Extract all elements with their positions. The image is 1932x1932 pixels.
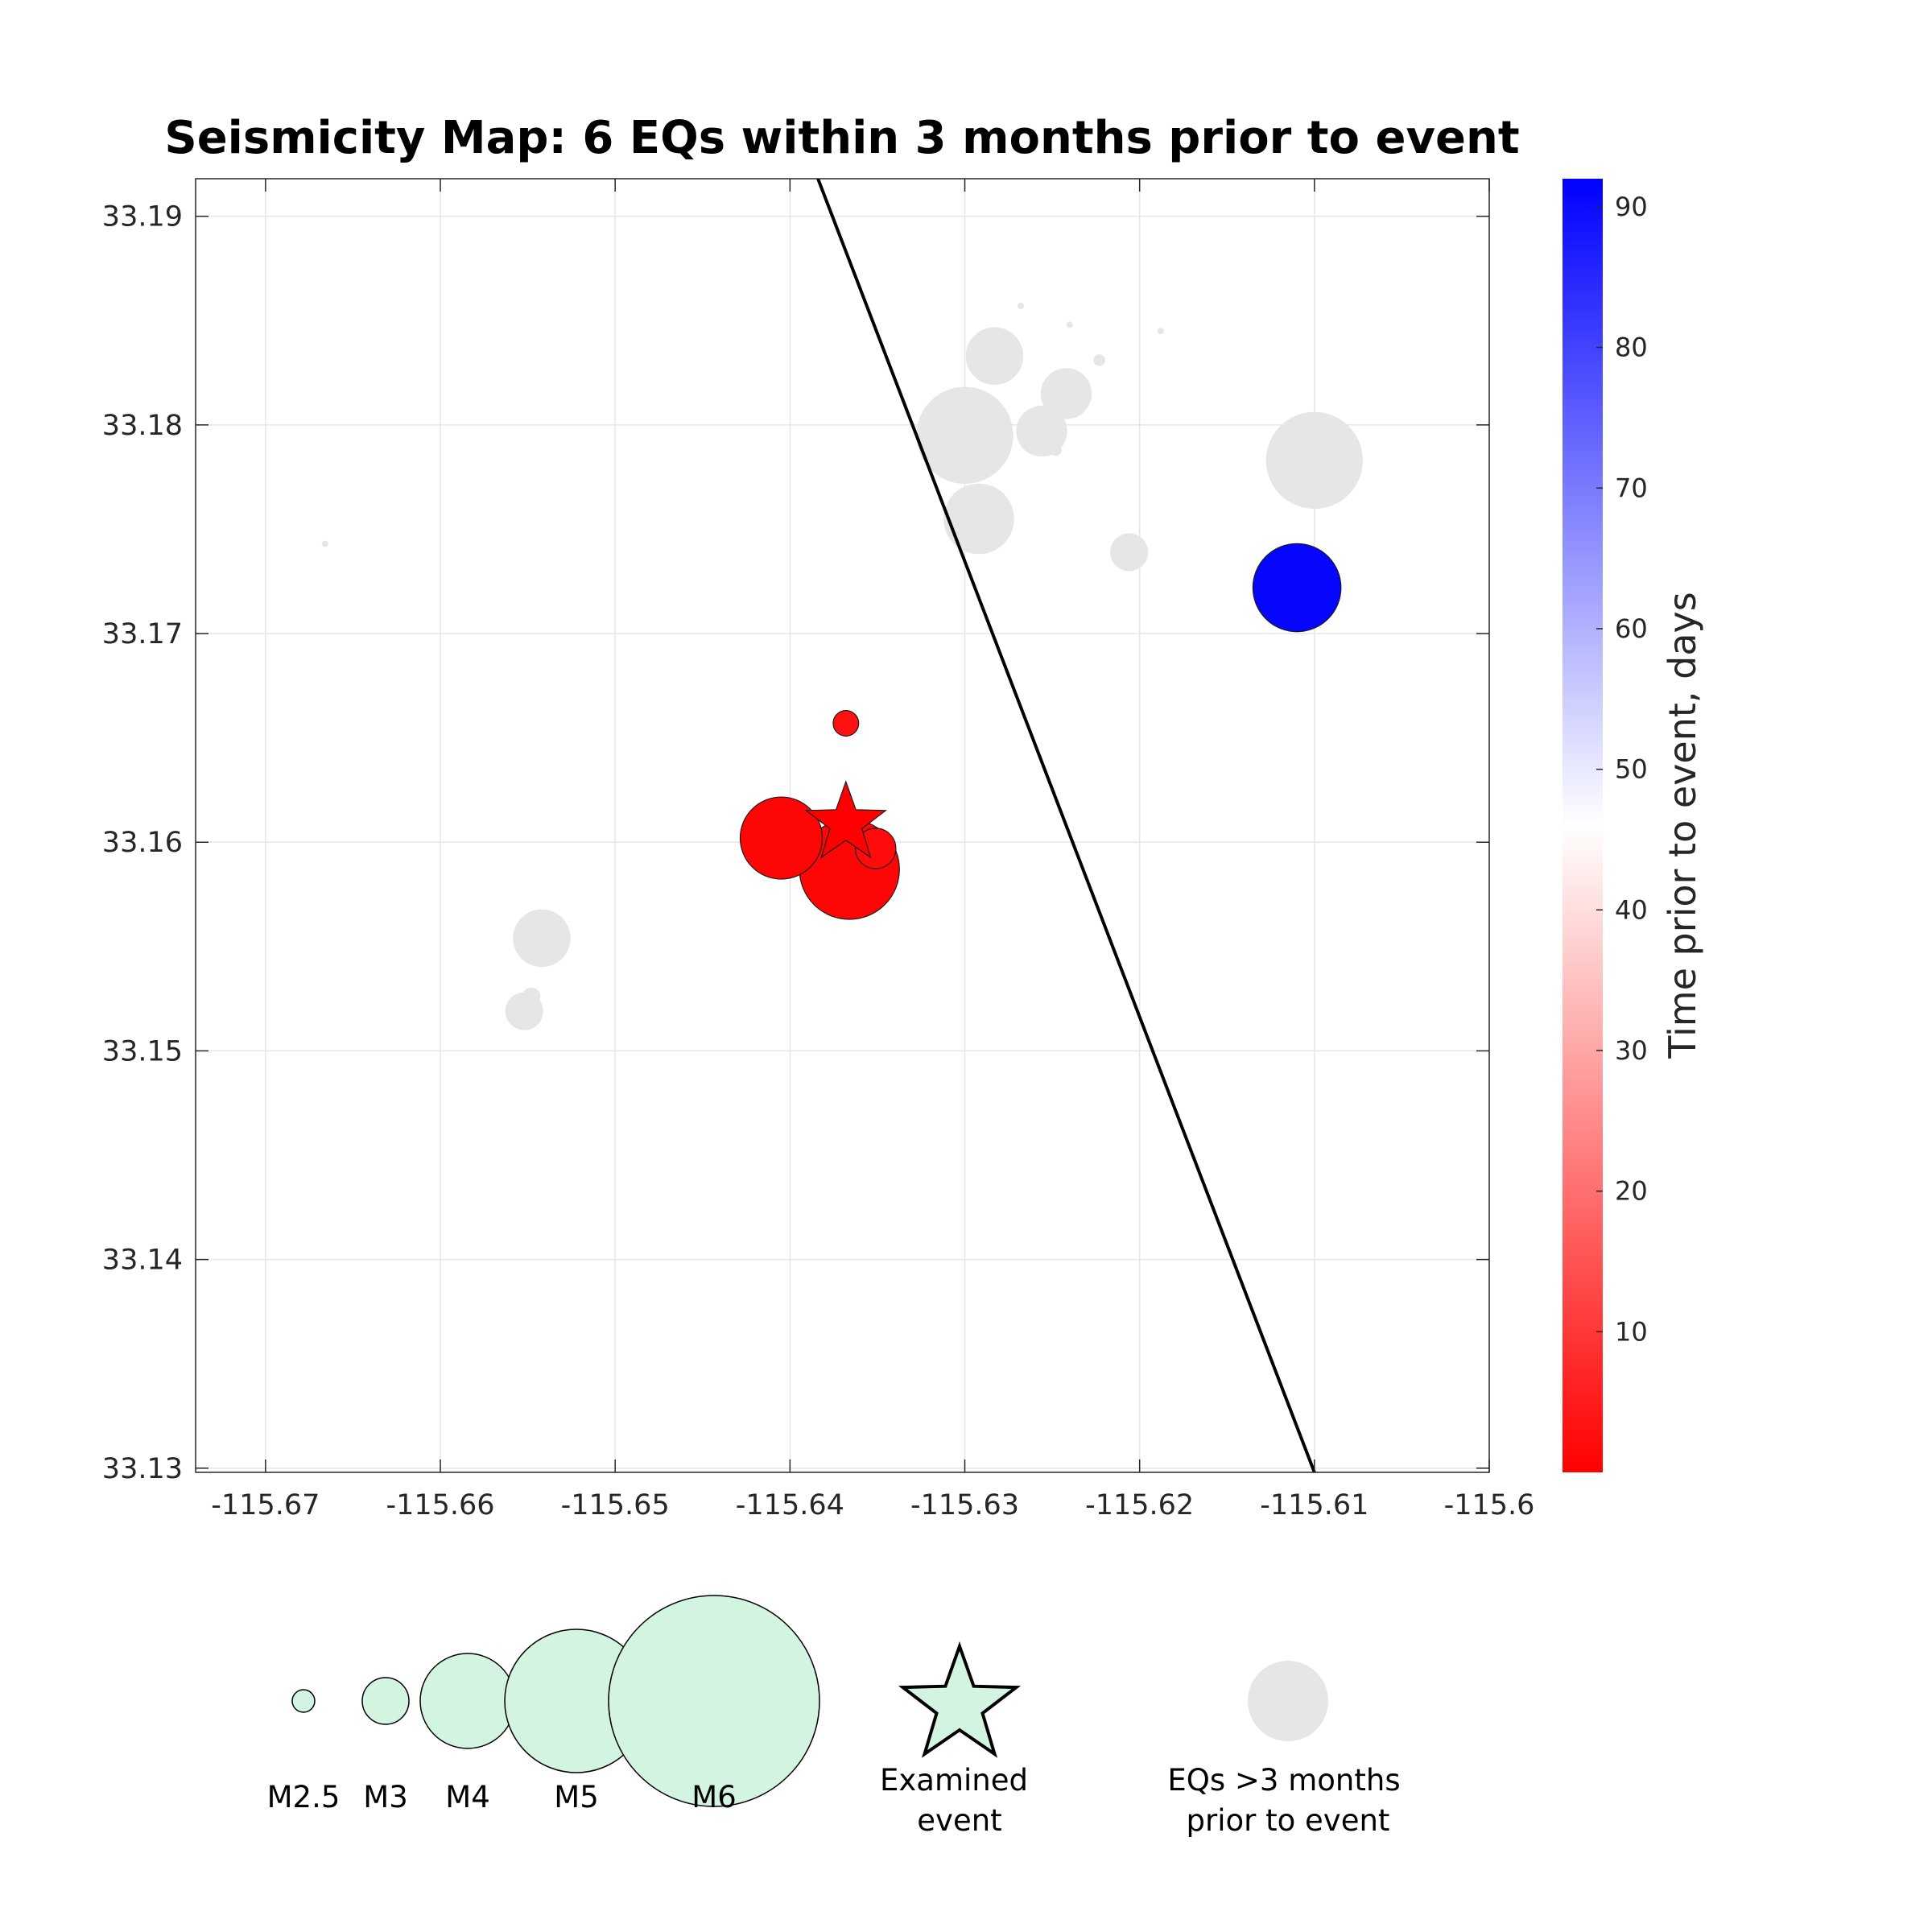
older-events-label-line2: prior to event xyxy=(1187,1803,1390,1838)
recent-event-marker xyxy=(855,828,897,869)
colorbar-tick-label: 10 xyxy=(1615,1316,1648,1347)
older-event-marker xyxy=(321,540,328,547)
examined-event-label-line1: Examined xyxy=(880,1763,1028,1798)
examined-event-label-line2: event xyxy=(917,1803,1001,1838)
y-tick-label: 33.16 xyxy=(102,827,183,859)
older-event-marker xyxy=(1040,368,1092,419)
plot-frame xyxy=(195,178,1490,1473)
x-tick-label: -115.67 xyxy=(211,1489,320,1521)
y-tick-labels: 33.13 33.14 33.15 33.16 33.17 33.18 33.19 xyxy=(102,201,183,1485)
x-tick-label: -115.66 xyxy=(386,1489,494,1521)
y-tick-label: 33.15 xyxy=(102,1035,183,1067)
older-event-marker xyxy=(965,327,1024,386)
y-tick-label: 33.18 xyxy=(102,410,183,442)
x-tick-label: -115.6 xyxy=(1444,1489,1535,1521)
older-events xyxy=(321,303,1364,1030)
y-tick-label: 33.13 xyxy=(102,1453,183,1485)
colorbar-tick-label: 50 xyxy=(1615,754,1648,785)
colorbar-tick-label: 20 xyxy=(1615,1176,1648,1207)
magnitude-legend-circle xyxy=(608,1595,820,1807)
chart-title: Seismicity Map: 6 EQs within 3 months pr… xyxy=(164,112,1519,164)
y-tick-label: 33.19 xyxy=(102,201,183,233)
colorbar-tick-label: 30 xyxy=(1615,1035,1648,1066)
fault-trace xyxy=(816,179,1316,1472)
colorbar-tick-label: 90 xyxy=(1615,192,1648,222)
older-event-marker xyxy=(513,909,571,968)
colorbar-tick-label: 80 xyxy=(1615,332,1648,363)
magnitude-legend-label: M5 xyxy=(554,1780,598,1814)
magnitude-legend: M2.5 M3 M4 M5 M6 xyxy=(267,1595,820,1814)
recent-events xyxy=(739,543,1342,920)
y-tick-label: 33.14 xyxy=(102,1245,183,1277)
colorbar-tick-label: 60 xyxy=(1615,613,1648,644)
colorbar-ticks: 10 20 30 40 50 60 70 80 90 xyxy=(1596,192,1648,1347)
x-tick-label: -115.62 xyxy=(1085,1489,1194,1521)
axes-ticks xyxy=(196,179,1490,1472)
examined-event-star-icon xyxy=(898,1641,1022,1758)
older-events-label-line1: EQs >3 months xyxy=(1167,1763,1400,1798)
recent-event-marker xyxy=(739,796,824,880)
magnitude-legend-label: M6 xyxy=(691,1780,736,1814)
magnitude-legend-circle xyxy=(419,1653,516,1749)
older-event-marker xyxy=(1016,405,1067,457)
older-event-marker xyxy=(1110,533,1149,572)
x-tick-label: -115.63 xyxy=(910,1489,1019,1521)
older-event-marker xyxy=(1050,444,1062,456)
fault-line xyxy=(816,179,1316,1472)
older-event-marker xyxy=(1066,321,1073,328)
x-tick-label: -115.64 xyxy=(736,1489,844,1521)
older-event-marker xyxy=(1157,328,1164,335)
older-event-marker xyxy=(1093,354,1105,366)
older-event-marker xyxy=(522,987,541,1006)
y-tick-label: 33.17 xyxy=(102,618,183,650)
older-event-marker xyxy=(1265,411,1364,510)
recent-event-marker xyxy=(1252,543,1342,633)
magnitude-legend-label: M4 xyxy=(445,1780,489,1814)
older-event-marker xyxy=(943,483,1014,555)
magnitude-legend-circle xyxy=(361,1677,410,1725)
older-event-marker xyxy=(916,386,1013,484)
older-event-marker xyxy=(1018,303,1025,310)
older-events-marker xyxy=(1248,1661,1328,1741)
legend: M2.5 M3 M4 M5 M6 Examined event EQs >3 month… xyxy=(267,1595,1401,1838)
colorbar-label: Time prior to event, days xyxy=(1661,592,1704,1059)
x-tick-labels: -115.67 -115.66 -115.65 -115.64 -115.63 -115.… xyxy=(211,1489,1534,1521)
magnitude-legend-label: M3 xyxy=(363,1780,407,1814)
examined-event-star xyxy=(804,780,888,859)
colorbar-tick-label: 70 xyxy=(1615,473,1648,503)
magnitude-legend-circle xyxy=(291,1689,316,1713)
colorbar-tick-label: 40 xyxy=(1615,894,1648,925)
x-tick-label: -115.65 xyxy=(561,1489,670,1521)
x-tick-label: -115.61 xyxy=(1260,1489,1368,1521)
magnitude-legend-label: M2.5 xyxy=(267,1780,341,1814)
colorbar xyxy=(1563,179,1603,1472)
recent-event-marker xyxy=(832,710,860,737)
